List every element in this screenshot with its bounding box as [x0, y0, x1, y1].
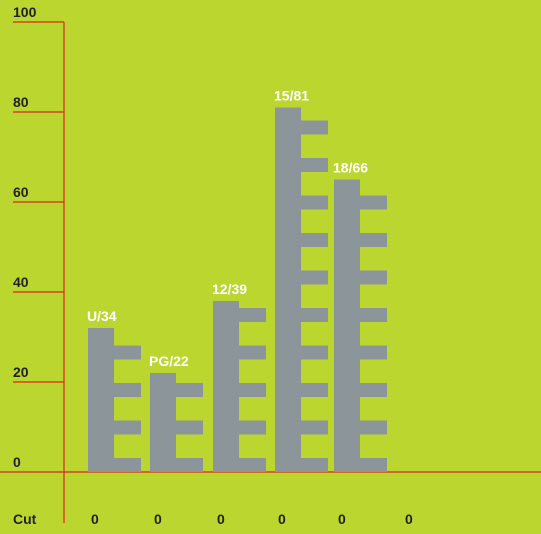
- y-tick-label-80: 80: [13, 94, 29, 110]
- bar-label-PG-22: PG/22: [149, 353, 189, 369]
- y-tick-label-20: 20: [13, 364, 29, 380]
- bar-label-15-81: 15/81: [274, 88, 309, 104]
- y-tick-label-40: 40: [13, 274, 29, 290]
- cut-value-2: 0: [217, 511, 225, 527]
- cut-value-3: 0: [278, 511, 286, 527]
- cut-value-1: 0: [154, 511, 162, 527]
- cut-value-0: 0: [91, 511, 99, 527]
- cut-value-4: 0: [338, 511, 346, 527]
- bar-label-U-34: U/34: [87, 308, 117, 324]
- bar-15-81: [275, 107, 328, 472]
- cut-row-label: Cut: [13, 511, 37, 527]
- bar-PG-22: [150, 373, 203, 472]
- bar-U-34: [88, 328, 141, 472]
- bar-12-39: [213, 301, 266, 472]
- labels: 0 20 40 60 80 100 U/34 PG/22 12/39 15/81 18/66 Cut 0…: [13, 4, 413, 527]
- axes: [0, 21, 541, 523]
- y-tick-label-0: 0: [13, 454, 21, 470]
- bars: [88, 107, 387, 472]
- cut-value-5: 0: [405, 511, 413, 527]
- y-tick-label-60: 60: [13, 184, 29, 200]
- y-tick-label-100: 100: [13, 4, 37, 20]
- bar-label-18-66: 18/66: [333, 160, 368, 176]
- bar-label-12-39: 12/39: [212, 281, 247, 297]
- bar-18-66: [334, 179, 387, 472]
